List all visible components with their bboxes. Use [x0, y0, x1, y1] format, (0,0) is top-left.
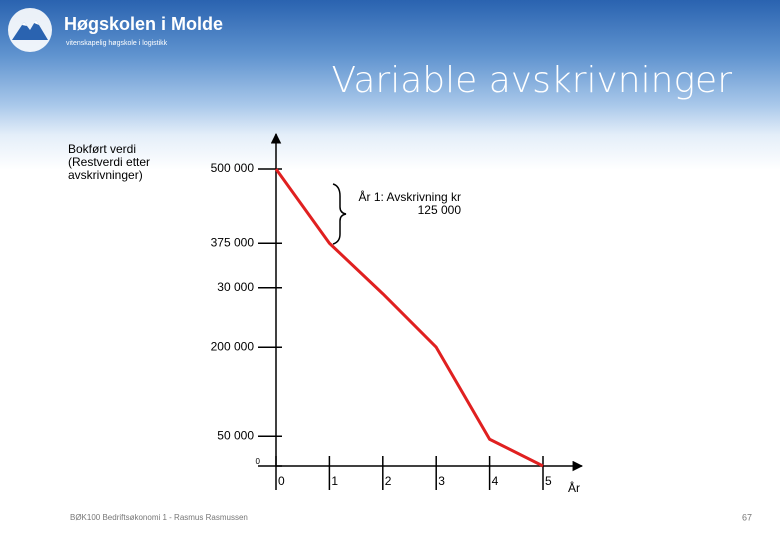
data-line	[274, 168, 544, 468]
x-axis-label: År	[568, 480, 580, 495]
x-tick-label: 1	[331, 474, 338, 488]
tagline: vitenskapelig høgskole i logistikk	[66, 40, 168, 47]
y-tick-label: 375 000	[211, 235, 255, 249]
slide-title: Variable avskrivninger	[332, 60, 733, 101]
brace	[332, 183, 347, 245]
x-tick-label: 2	[385, 474, 392, 488]
footer: BØK100 Bedriftsøkonomi 1 - Rasmus Rasmus…	[70, 513, 248, 522]
y-tick-label: 200 000	[211, 339, 255, 353]
annotation: År 1: Avskrivning kr 125 000	[358, 190, 461, 217]
y-tick-label: 0	[256, 457, 261, 466]
x-tick-label: 4	[492, 474, 499, 488]
institution: Høgskolen i Molde	[64, 14, 223, 34]
x-tick-label: 0	[278, 474, 285, 488]
logo	[8, 8, 52, 52]
y-tick-label: 500 000	[211, 161, 255, 175]
y-tick-label: 50 000	[217, 428, 254, 442]
y-tick-label: 30 000	[217, 280, 254, 294]
page-number: 67	[742, 512, 752, 522]
x-tick-label: 5	[545, 474, 552, 488]
x-tick-label: 3	[438, 474, 445, 488]
y-axis-label: Bokført verdi (Restverdi etter avskrivni…	[68, 142, 151, 182]
